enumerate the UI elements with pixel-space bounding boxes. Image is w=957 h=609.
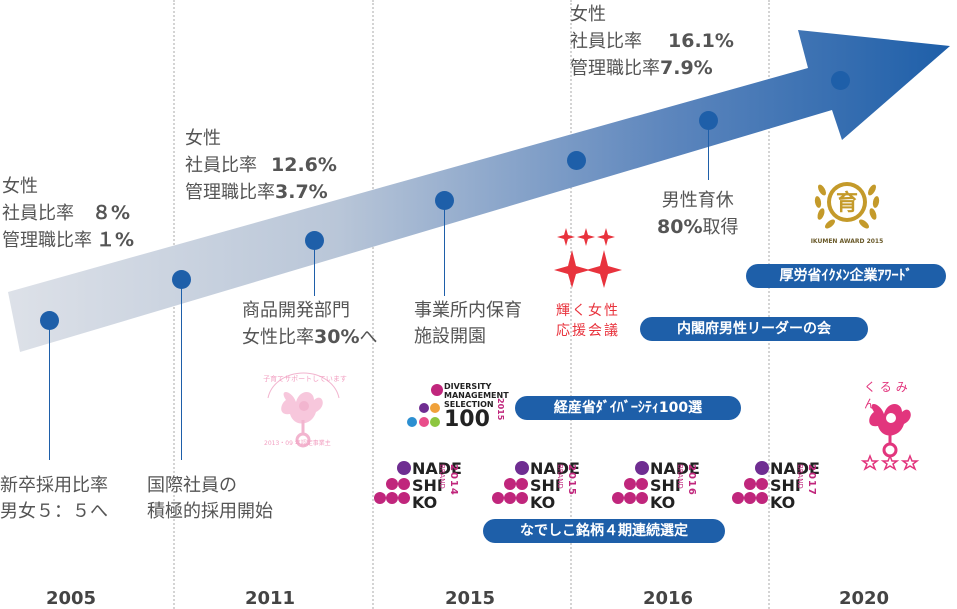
badge-ikumen: 厚労省ｲｸﾒﾝ企業ｱﾜｰﾄﾞ: [746, 264, 946, 288]
diversity-num: 100: [444, 407, 490, 432]
year-label: 2016: [642, 588, 694, 609]
kurumin-emblem-icon: [860, 403, 920, 471]
timeline-dot: [567, 151, 586, 170]
milestone-product-dev: 商品開発部門 女性比率30%へ: [242, 300, 378, 348]
nadeshiko-dots-icon: [612, 461, 649, 504]
milestone-nursery: 事業所内保育 施設開園: [414, 300, 522, 347]
diversity-year: 2015: [496, 398, 505, 421]
diversity-100-logo: DIVERSITY MANAGEMENT SELECTION 100 2015: [404, 382, 509, 434]
kurumin-arc-text: 子育てサポートしています: [263, 375, 347, 383]
badge-male-leaders: 内閣府男性リーダーの会: [640, 317, 868, 341]
timeline-dot: [699, 111, 718, 130]
diversity-l3: SELECTION: [444, 400, 494, 409]
kagayaku-logo: 輝く女性 応援会議: [552, 222, 624, 342]
kagayaku-line1: 輝く女性: [556, 303, 620, 319]
nadeshiko-logo-2014: NADE SHI KO BRAND 2014: [372, 460, 464, 520]
stat-2011: 女性 社員比率 12.6% 管理職比率3.7%: [185, 128, 337, 203]
kurumin-emblem-icon: [267, 372, 340, 448]
diversity-l1: DIVERSITY: [444, 382, 492, 391]
timeline-dot: [435, 191, 454, 210]
badge-diversity: 経産省ﾀﾞｲﾊﾞｰｼﾃｨ100選: [515, 396, 741, 420]
milestone-2011-intl: 国際社員の 積極的採用開始: [147, 475, 273, 522]
year-divider: [768, 0, 770, 609]
connector-line: [181, 280, 182, 460]
kurumin-sub-text: 2013・09 年認定事業主: [264, 440, 331, 447]
milestone-2005-hiring: 新卒採用比率 男女５：５へ: [0, 475, 108, 522]
milestone-paternity: 男性育休 80%取得: [657, 190, 739, 238]
kagayaku-line2: 応援会議: [556, 323, 620, 339]
year-label: 2015: [444, 588, 496, 609]
timeline-dot: [40, 311, 59, 330]
timeline-dot: [305, 231, 324, 250]
timeline-dot: [831, 71, 850, 90]
year-label: 2011: [244, 588, 296, 609]
nadeshiko-logo-2017: NADE SHI KO BRAND 2017: [730, 460, 822, 520]
timeline-dot: [172, 270, 191, 289]
sparkle-stars-icon: [554, 228, 622, 288]
year-divider: [570, 0, 572, 609]
badge-nadeshiko: なでしこ銘柄４期連続選定: [483, 519, 725, 543]
ikumen-award-text: IKUMEN AWARD 2015: [810, 238, 884, 245]
nadeshiko-dots-icon: [374, 461, 411, 504]
nadeshiko-logo-2016: NADE SHI KO BRAND 2016: [610, 460, 702, 520]
connector-line: [314, 240, 315, 296]
svg-text:育: 育: [836, 190, 858, 216]
nadeshiko-logo-2015: NADE SHI KO BRAND 2015: [490, 460, 582, 520]
connector-line: [708, 120, 709, 180]
kurumin-logo-2011: 子育てサポートしています 2013・09 年認定事業主: [256, 368, 351, 453]
connector-line: [444, 200, 445, 296]
diversity-dots-icon: [407, 384, 443, 427]
stat-2005: 女性 社員比率 ８% 管理職比率 １%: [2, 176, 135, 251]
stat-2016: 女性 社員比率 16.1% 管理職比率7.9%: [570, 4, 734, 79]
nadeshiko-dots-icon: [732, 461, 769, 504]
year-divider: [372, 0, 374, 609]
diversity-l2: MANAGEMENT: [444, 391, 509, 400]
kurumin-logo-2020: くるみん: [856, 378, 926, 471]
year-label: 2005: [45, 588, 97, 609]
ikumen-award-logo: 育 IKUMEN AWARD 2015: [806, 172, 888, 252]
connector-line: [49, 320, 50, 460]
nadeshiko-dots-icon: [492, 461, 529, 504]
year-label: 2020: [838, 588, 890, 609]
laurel-wreath-icon: 育: [814, 182, 880, 229]
